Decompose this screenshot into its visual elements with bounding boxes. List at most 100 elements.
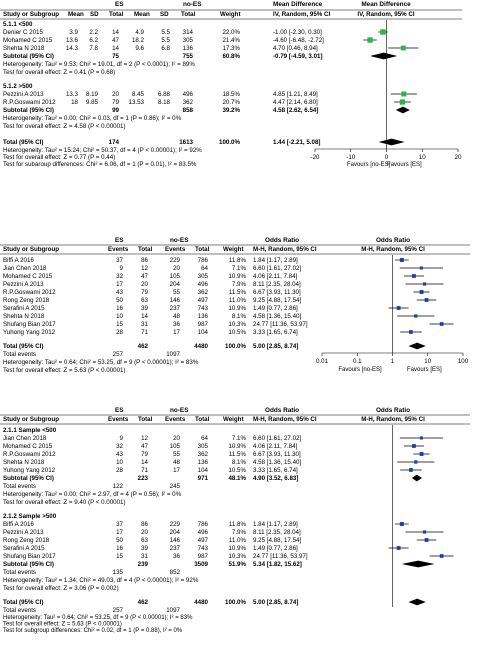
md-total-es: 14 [112, 45, 119, 52]
or-ci: 6.60 [1.61, 27.02] [253, 265, 301, 272]
or-study-marker [399, 258, 404, 262]
or-total-es: 71 [141, 329, 148, 336]
md-study-marker [380, 29, 386, 35]
or-study-marker [396, 306, 401, 310]
md-col-header: IV, Random, 95% CI [357, 11, 414, 18]
orsg-col-header: Weight [223, 416, 244, 423]
md-total-label: Total (95% CI) [3, 139, 43, 146]
orsg-title-right: Odds Ratio [376, 407, 410, 414]
orsg-subtotal-total-es: 223 [138, 475, 149, 482]
md-study-name: Shehta N 2018 [3, 45, 45, 52]
orsg-weight: 11.8% [229, 521, 247, 528]
orsg-events-es: 16 [116, 545, 123, 552]
orsg-total-events-label: Total events [3, 569, 36, 576]
or-ci: 9.25 [4.88, 17.54] [253, 297, 301, 304]
orsg-col-header: Total [138, 416, 153, 423]
md-sd-es: 6.2 [89, 37, 98, 44]
md-total-weight: 100.0% [219, 139, 240, 146]
md-total-es: 79 [112, 99, 119, 106]
md-total-noes: 136 [183, 45, 194, 52]
md-mean-es: 3.9 [69, 29, 78, 36]
md-total-noes: 305 [183, 37, 194, 44]
orsg-grand-events-noes: 1097 [166, 607, 180, 614]
orsg-subtotal-diamond [411, 474, 422, 482]
or-total-noes: 362 [198, 289, 209, 296]
orsg-events-noes: 229 [170, 521, 181, 528]
md-title-left: Mean Difference [273, 1, 323, 8]
or-total-ci: 5.00 [2.85, 8.74] [253, 343, 298, 350]
orsg-ci: 1.84 [1.17, 2.89] [253, 521, 298, 528]
md-subtotal-diamond [395, 106, 410, 114]
or-col-header: Total [195, 246, 210, 253]
md-mean-noes: 13.53 [129, 99, 145, 106]
md-col-header: Total [109, 11, 124, 18]
orsg-total-label: Total (95% CI) [3, 599, 43, 606]
orsg-events-noes: 146 [170, 537, 181, 544]
or-weight: 10.3% [228, 321, 246, 328]
md-sd-es: 8.19 [86, 91, 99, 98]
or-total-noes: 136 [198, 313, 209, 320]
md-mean-noes: 9.6 [135, 45, 144, 52]
md-ci: -4.60 [-6.48, -2.72] [273, 37, 324, 44]
orsg-col-header: Total [195, 416, 210, 423]
or-total-es: 31 [141, 321, 148, 328]
or-ci: 3.33 [1.65, 6.74] [253, 329, 298, 336]
md-subtotal-total-noes: 858 [183, 107, 194, 114]
or-total-weight: 100.0% [225, 343, 246, 350]
orsg-events-noes: 237 [170, 545, 181, 552]
orsg-ci: 9.25 [4.88, 17.54] [253, 537, 301, 544]
md-mean-es: 18 [71, 99, 78, 106]
md-x-tick-label: 0 [385, 154, 389, 161]
or-ci: 8.11 [2.35, 28.04] [253, 281, 301, 288]
or-total-events-es: 257 [113, 351, 124, 358]
or-study-marker [412, 274, 416, 278]
md-x-tick-label: 10 [419, 154, 426, 161]
orsg-total-noes: 362 [198, 451, 209, 458]
orsg-total-noes: 104 [198, 467, 209, 474]
or-events-es: 43 [116, 289, 123, 296]
md-col-header: Total [181, 11, 196, 18]
md-heterogeneity: Heterogeneity: Tau² = 9.53; Chi² = 19.01… [3, 61, 195, 68]
orsg-subtotal-total-noes: 971 [198, 475, 209, 482]
orsg-study-name: Pezzini A 2013 [3, 529, 44, 536]
orsg-total-es: 20 [141, 529, 148, 536]
orsg-total-es: 39 [141, 545, 148, 552]
or-total-es: 86 [141, 257, 148, 264]
or-x-tick-label: 1 [391, 358, 395, 365]
md-mean-noes: 18.2 [132, 37, 145, 44]
md-favours-right: Favours [ES] [387, 162, 422, 168]
orsg-total-es: 79 [141, 451, 148, 458]
orsg-total-noes: 305 [198, 443, 209, 450]
or-events-es: 32 [116, 273, 123, 280]
or-group2-header: no-ES [170, 237, 189, 244]
or-events-es: 28 [116, 329, 123, 336]
md-study-marker [401, 91, 407, 97]
md-mean-es: 13.6 [66, 37, 79, 44]
orsg-events-es: 9 [120, 435, 124, 442]
orsg-subtotal-total-noes: 3509 [194, 561, 208, 568]
orsg-study-marker [419, 452, 424, 456]
or-title-left: Odds Ratio [265, 237, 299, 244]
orsg-study-marker [409, 468, 413, 472]
or-col-header: Weight [223, 246, 244, 253]
orsg-weight: 11.0% [229, 537, 247, 544]
orsg-total-es: 71 [141, 467, 148, 474]
or-events-noes: 36 [173, 321, 180, 328]
or-total-es: 39 [141, 305, 148, 312]
or-events-es: 50 [116, 297, 123, 304]
md-total-es: 174 [109, 139, 120, 146]
md-subtotal-ci: -0.79 [-4.59, 3.01] [273, 53, 323, 60]
orsg-total-events-noes: 852 [170, 569, 181, 576]
or-events-noes: 20 [173, 265, 180, 272]
orsg-events-es: 10 [116, 459, 123, 466]
or-col-header: M-H, Random, 95% CI [253, 246, 317, 253]
or-study-name: Shufang Bian 2017 [3, 321, 56, 328]
md-subtotal-weight: 60.8% [222, 53, 240, 60]
md-study-name: R.P.Goswami 2012 [3, 99, 56, 106]
md-subtotal-label: Subtotal (95% CI) [3, 53, 54, 60]
orsg-total-es: 14 [141, 459, 148, 466]
or-col-header: M-H, Random, 95% CI [361, 246, 425, 253]
orsg-events-es: 43 [116, 451, 123, 458]
orsg-total-events-label: Total events [3, 483, 36, 490]
